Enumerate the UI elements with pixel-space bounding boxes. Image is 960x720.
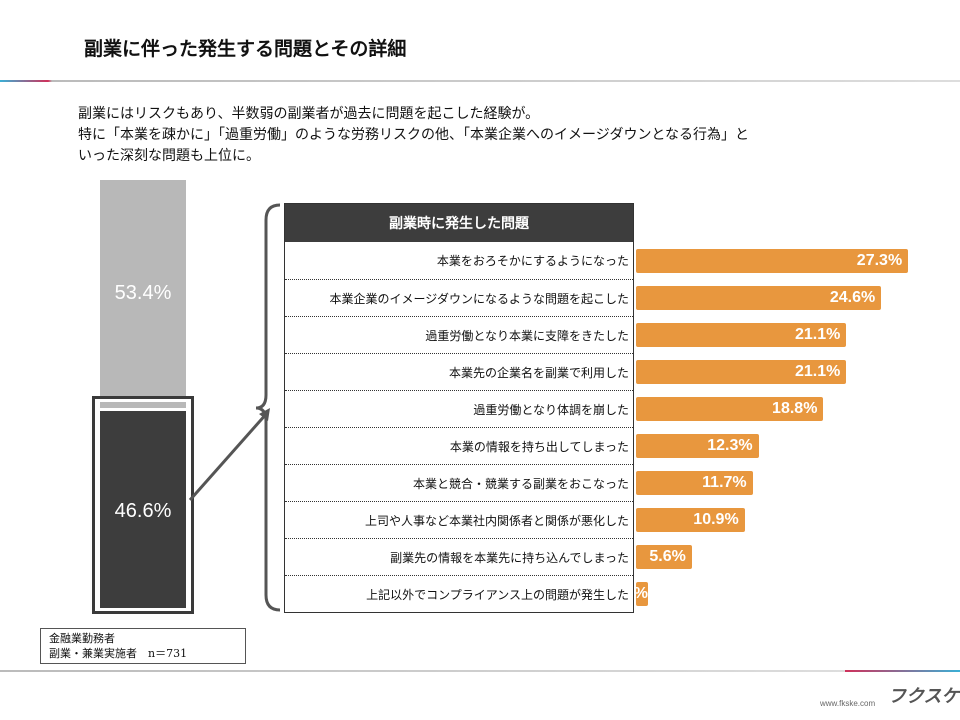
bar: 11.7%: [636, 471, 753, 495]
table-row: 本業をおろそかにするようになった: [436, 254, 629, 268]
table-header: 副業時に発生した問題: [285, 204, 633, 242]
highlight-frame: [92, 396, 194, 614]
bar: 24.6%: [636, 286, 882, 310]
bar: 21.1%: [636, 360, 847, 384]
lead-line: 特に「本業を疎かに」「過重労働」のような労務リスクの他、「本業企業へのイメージダ…: [78, 127, 750, 143]
bar: 10.9%: [636, 508, 745, 532]
bar-label: 10.9%: [693, 511, 739, 528]
divider: [0, 670, 960, 672]
brace: [255, 203, 281, 612]
stack-segment-lower: 46.6%: [100, 410, 186, 612]
table-row: 過重労働となり体調を崩した: [285, 390, 633, 427]
lead-text: 副業にはリスクもあり、半数弱の副業者が過去に問題を起こした経験が。 特に「本業を…: [78, 104, 878, 167]
segment-label: 53.4%: [114, 282, 172, 305]
table-row: 副業先の情報を本業先に持ち込んでしまった: [285, 538, 633, 575]
category-table: 副業時に発生した問題 本業をおろそかにするようになった本業企業のイメージダウンに…: [284, 203, 634, 613]
segment-label: 46.6%: [114, 499, 172, 522]
bar-label: 24.6%: [829, 289, 876, 306]
table-row: 本業と競合・競業する副業をおこなった: [285, 464, 633, 501]
bar-label: 27.3%: [856, 252, 903, 269]
footer-url: www.fkske.com: [820, 699, 876, 708]
note-line: 金融業勤務者: [49, 632, 115, 645]
table-row: 本業の情報を持ち出してしまった: [285, 427, 633, 464]
lead-line: いった深刻な問題も上位に。: [78, 148, 260, 164]
page-title: 副業に伴った発生する問題とその詳細: [84, 38, 407, 60]
bar-label: 21.1%: [794, 363, 841, 380]
bar-label: 1.2%: [636, 585, 648, 603]
arrow-line: [188, 411, 270, 501]
stack-segment-upper: 53.4%: [100, 180, 186, 408]
bar: 18.8%: [636, 397, 824, 421]
bar-label: 21.1%: [794, 326, 841, 343]
bar-label: 11.7%: [702, 474, 747, 491]
bar: 27.3%: [636, 249, 909, 273]
sample-note: 金融業勤務者 副業・兼業実施者 n＝731: [40, 628, 246, 664]
divider: [0, 80, 960, 82]
bar: 1.2%: [636, 582, 648, 606]
bar-label: 5.6%: [649, 548, 686, 565]
table-row: 上記以外でコンプライアンス上の問題が発生した: [285, 575, 633, 612]
table-row: 過重労働となり本業に支障をきたした: [285, 316, 633, 353]
note-line: 副業・兼業実施者 n＝731: [49, 647, 188, 660]
bar: 12.3%: [636, 434, 759, 458]
lead-line: 副業にはリスクもあり、半数弱の副業者が過去に問題を起こした経験が。: [78, 106, 540, 122]
bar: 21.1%: [636, 323, 847, 347]
bar: 5.6%: [636, 545, 692, 569]
bar-label: 12.3%: [707, 437, 753, 454]
table-row: 本業先の企業名を副業で利用した: [285, 353, 633, 390]
table-row: 上司や人事など本業社内関係者と関係が悪化した: [285, 501, 633, 538]
logo: フクスケ: [888, 686, 960, 707]
bar-label: 18.8%: [772, 400, 818, 417]
table-row: 本業企業のイメージダウンになるような問題を起こした: [285, 279, 633, 316]
